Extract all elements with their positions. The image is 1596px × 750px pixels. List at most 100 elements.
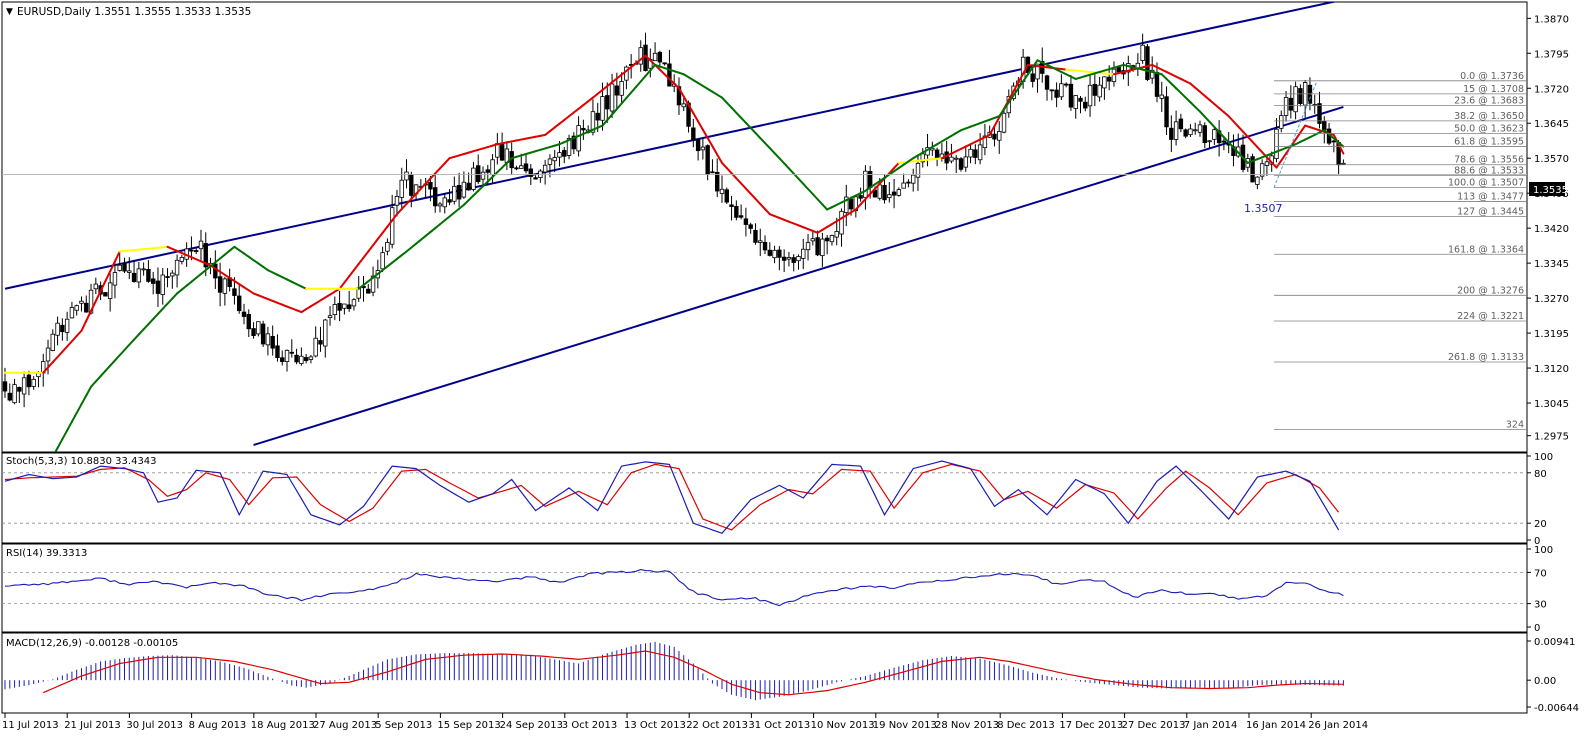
time-tick-label: 19 Nov 2013 [873, 720, 937, 731]
candle-body [797, 256, 801, 260]
candle-body [46, 348, 50, 361]
time-tick-label: 22 Oct 2013 [686, 720, 748, 731]
candle-body [1098, 85, 1102, 97]
candle-body [835, 232, 839, 238]
time-tick-label: 8 Aug 2013 [189, 720, 247, 731]
time-tick-label: 16 Jan 2014 [1246, 720, 1306, 731]
candle[interactable] [1251, 154, 1255, 183]
candle-body [754, 230, 758, 242]
time-tick-label: 27 Dec 2013 [1122, 720, 1186, 731]
fib-level-label: 23.6 @ 1.3683 [1454, 96, 1524, 107]
candle-body [907, 182, 911, 183]
macd-tick-label: -0.00644 [1534, 703, 1579, 714]
candle-body [252, 329, 256, 336]
candle-body [108, 283, 112, 299]
candle-body [70, 308, 74, 318]
candle-body [381, 253, 385, 269]
candle-body [1045, 76, 1049, 89]
candle-body [806, 243, 810, 250]
candle-body [1193, 130, 1197, 131]
candle-body [242, 312, 246, 316]
candle-body [1198, 125, 1202, 132]
chart-title: EURUSD,Daily 1.3551 1.3555 1.3533 1.3535 [17, 6, 251, 18]
candle-body [1322, 121, 1326, 130]
candle-body [491, 160, 495, 175]
candle-body [1184, 130, 1188, 136]
candle-body [658, 52, 662, 62]
candle-body [1332, 141, 1336, 142]
candle-body [859, 196, 863, 199]
time-tick-label: 10 Nov 2013 [811, 720, 875, 731]
fib-level-label: 88.6 @ 1.3533 [1454, 165, 1524, 176]
candle-body [668, 64, 672, 86]
candle-body [500, 143, 504, 160]
candle-body [1294, 87, 1298, 112]
candle-body [1074, 96, 1078, 109]
candle-body [1002, 113, 1006, 132]
candle-body [1318, 104, 1322, 124]
candle-body [692, 128, 696, 141]
candle-body [615, 86, 619, 95]
fib-level-label: 161.8 @ 1.3364 [1448, 244, 1524, 255]
candle-body [801, 249, 805, 258]
candle-body [56, 323, 60, 335]
candle[interactable] [959, 157, 963, 172]
candle-body [911, 175, 915, 183]
candle-body [280, 358, 284, 362]
candle-body [730, 205, 734, 207]
candle[interactable] [257, 321, 261, 336]
price-tick-label: 1.3795 [1534, 49, 1569, 60]
candle-body [978, 145, 982, 160]
candle-body [1060, 84, 1064, 97]
candle-body [438, 204, 442, 206]
candle-body [395, 196, 399, 205]
candle-body [166, 277, 170, 278]
candle-body [864, 171, 868, 197]
candle-body [400, 180, 404, 197]
candle-body [1213, 130, 1217, 140]
candle-body [233, 289, 237, 296]
candle-body [429, 182, 433, 189]
candle-body [1289, 98, 1293, 110]
candle-body [333, 304, 337, 314]
price-tick-label: 1.3645 [1534, 119, 1569, 130]
candle-body [300, 356, 304, 363]
price-tick-label: 1.3120 [1534, 364, 1569, 375]
candle-body [75, 306, 79, 311]
stoch-tick-label: 80 [1534, 469, 1547, 480]
candle-body [1160, 95, 1164, 98]
price-tick-label: 1.3870 [1534, 14, 1569, 25]
candle-body [1107, 77, 1111, 81]
candle-body [132, 273, 136, 281]
candle[interactable] [104, 292, 108, 296]
candle-body [257, 322, 261, 334]
time-tick-label: 17 Dec 2013 [1059, 720, 1123, 731]
candle-body [247, 314, 251, 328]
chart-title-arrow-icon[interactable]: ▼ [6, 7, 13, 17]
candle-body [1170, 128, 1174, 139]
fib-level-label: 113 @ 1.3477 [1457, 192, 1524, 203]
candle-body [171, 273, 175, 276]
candle-body [237, 296, 241, 311]
candle-body [711, 172, 715, 173]
candle[interactable] [261, 321, 265, 347]
candle-body [1284, 97, 1288, 115]
candle-body [744, 219, 748, 225]
candle-body [787, 258, 791, 260]
candle-body [888, 195, 892, 198]
stoch-title: Stoch(5,3,3) 10.8830 33.4343 [6, 456, 157, 467]
time-tick-label: 18 Aug 2013 [251, 720, 315, 731]
candle[interactable] [725, 188, 729, 204]
candle-body [118, 265, 122, 270]
candle-body [161, 275, 165, 295]
candle-body [352, 300, 356, 306]
candle[interactable] [1146, 44, 1150, 81]
candle-body [974, 150, 978, 158]
candle[interactable] [567, 135, 571, 160]
candle-body [1064, 84, 1068, 85]
candle-body [32, 379, 36, 386]
time-tick-label: 3 Oct 2013 [562, 720, 617, 731]
